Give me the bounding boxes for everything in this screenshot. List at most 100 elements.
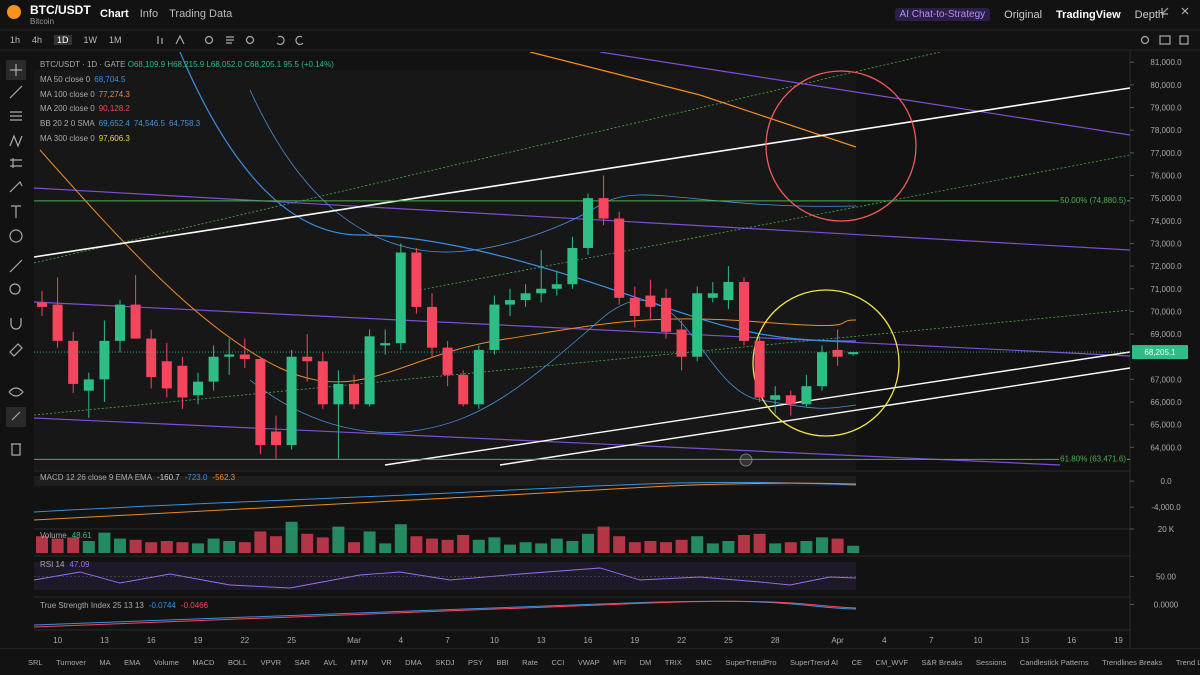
- indicator-button[interactable]: MACD: [192, 657, 215, 667]
- view-tab[interactable]: Original: [1004, 8, 1043, 21]
- candle-body: [380, 343, 391, 346]
- legend-value: 74,546.5: [133, 119, 165, 129]
- volume-bar: [644, 541, 657, 553]
- volume-bar: [348, 542, 360, 553]
- panel-legend: True Strength Index 25 13 13 -0.0744 -0.04…: [40, 601, 208, 610]
- indicator-button[interactable]: VPVR: [260, 657, 282, 667]
- volume-bar: [394, 524, 407, 553]
- panel-value: -160.7: [157, 473, 180, 482]
- volume-bar: [504, 544, 516, 553]
- indicator-button[interactable]: Sessions: [975, 657, 1007, 667]
- candle-body: [271, 431, 281, 446]
- candle-body: [770, 395, 781, 400]
- volume-bar: [98, 532, 111, 553]
- tab[interactable]: Trading Data: [169, 8, 233, 20]
- candle-body: [645, 295, 656, 307]
- candle-body: [130, 304, 141, 339]
- candle-body: [395, 252, 406, 344]
- volume-bar: [738, 535, 750, 553]
- volume-bar: [550, 538, 563, 553]
- toolbar-icons[interactable]: [157, 7, 1189, 46]
- indicator-button[interactable]: AVL: [323, 657, 338, 667]
- tab[interactable]: Chart: [100, 8, 129, 20]
- indicator-button[interactable]: Turnover: [56, 657, 86, 667]
- indicator-button[interactable]: SMC: [695, 657, 713, 667]
- indicator-button[interactable]: BOLL: [227, 657, 248, 667]
- candle-body: [161, 361, 172, 389]
- ai-badge[interactable]: [739, 453, 753, 467]
- indicator-button[interactable]: BBI: [496, 657, 509, 667]
- indicator-button[interactable]: CCI: [551, 657, 565, 667]
- indicator-button[interactable]: SAR: [294, 657, 311, 667]
- indicator-button[interactable]: S&R Breaks: [921, 657, 963, 667]
- indicator-button[interactable]: SKDJ: [435, 657, 455, 667]
- intervals: 1h 4h 1D 1W 1M: [10, 35, 122, 45]
- y-tick-label: 75,000.0: [1150, 194, 1182, 203]
- volume-bar: [114, 538, 126, 553]
- panel-legend: RSI 14 47.09: [40, 560, 90, 569]
- indicator-button[interactable]: MTM: [350, 657, 368, 667]
- legend-row: MA 100 close 0 77,274.3: [40, 88, 334, 103]
- view-tab[interactable]: TradingView: [1056, 8, 1121, 21]
- indicator-button[interactable]: Candlestick Patterns: [1019, 657, 1089, 667]
- y-tick-label: 71,000.0: [1150, 285, 1182, 294]
- indicator-button[interactable]: Trend Lines v2: [1175, 657, 1200, 667]
- volume-bar: [379, 543, 392, 553]
- indicator-button[interactable]: CE: [851, 657, 863, 667]
- indicator-button[interactable]: SuperTrend AI: [790, 657, 839, 667]
- x-tick-label: 16: [147, 636, 156, 645]
- interval[interactable]: 1h: [10, 35, 21, 45]
- indicator-button[interactable]: Trendlines Breaks: [1102, 657, 1163, 667]
- x-tick-label: 7: [929, 636, 934, 645]
- candle-body: [99, 340, 110, 380]
- volume-bar: [254, 531, 267, 553]
- indicator-button[interactable]: VR: [381, 657, 392, 667]
- volume-bar: [441, 539, 454, 553]
- indicator-button[interactable]: VWAP: [577, 657, 600, 667]
- panel-value: -0.0466: [180, 601, 209, 610]
- candle-body: [676, 329, 687, 357]
- volume-bar: [535, 543, 548, 553]
- y-tick-label: 74,000.0: [1150, 217, 1182, 226]
- volume-bar: [160, 541, 173, 553]
- ai-button[interactable]: AI Chat-to-Strategy: [894, 8, 991, 21]
- indicator-button[interactable]: MFI: [613, 657, 627, 667]
- view-tab[interactable]: Depth: [1134, 8, 1164, 21]
- indicator-button[interactable]: SRL: [28, 657, 43, 667]
- indicator-button[interactable]: CM_WVF: [875, 657, 909, 667]
- indicator-button[interactable]: MA: [99, 657, 111, 667]
- interval[interactable]: 1M: [109, 35, 122, 45]
- symbol[interactable]: BTC/USDT: [30, 3, 91, 17]
- candle-body: [442, 347, 453, 375]
- volume-bar: [457, 535, 470, 553]
- legend-value: 97,606.3: [98, 133, 130, 143]
- volume-bar: [270, 536, 282, 553]
- indicator-button[interactable]: DM: [639, 657, 652, 667]
- indicator-button[interactable]: EMA: [124, 657, 141, 667]
- candle-body: [302, 356, 313, 362]
- y-tick-label: 72,000.0: [1150, 262, 1182, 271]
- legend-value: 64,758.3: [168, 119, 201, 129]
- indicator-button[interactable]: TRIX: [664, 657, 682, 667]
- indicator-button[interactable]: SuperTrendPro: [725, 657, 777, 667]
- interval[interactable]: 4h: [32, 35, 43, 45]
- tabs: Chart Info Trading Data: [100, 8, 232, 20]
- indicator-button[interactable]: PSY: [467, 657, 483, 667]
- interval[interactable]: 1W: [83, 35, 98, 45]
- indicator-button[interactable]: DMA: [405, 657, 422, 667]
- interval[interactable]: 1D: [54, 35, 72, 45]
- indicator-button[interactable]: Rate: [522, 657, 538, 667]
- volume-bar: [67, 537, 80, 553]
- y-tick-label: 0.0: [1160, 477, 1172, 486]
- panel-value: -562.3: [212, 473, 236, 482]
- candle-body: [551, 284, 562, 289]
- volume-bar: [613, 536, 626, 553]
- tab[interactable]: Info: [139, 8, 159, 20]
- legend-name: MA 200 close 0: [40, 104, 95, 114]
- volume-bar: [582, 533, 594, 553]
- volume-bar: [660, 542, 672, 553]
- volume-bar: [628, 542, 641, 553]
- indicator-button[interactable]: Volume: [153, 657, 179, 667]
- left-toolbar[interactable]: [6, 60, 26, 456]
- last-price-label: 68,205.1: [1144, 348, 1176, 357]
